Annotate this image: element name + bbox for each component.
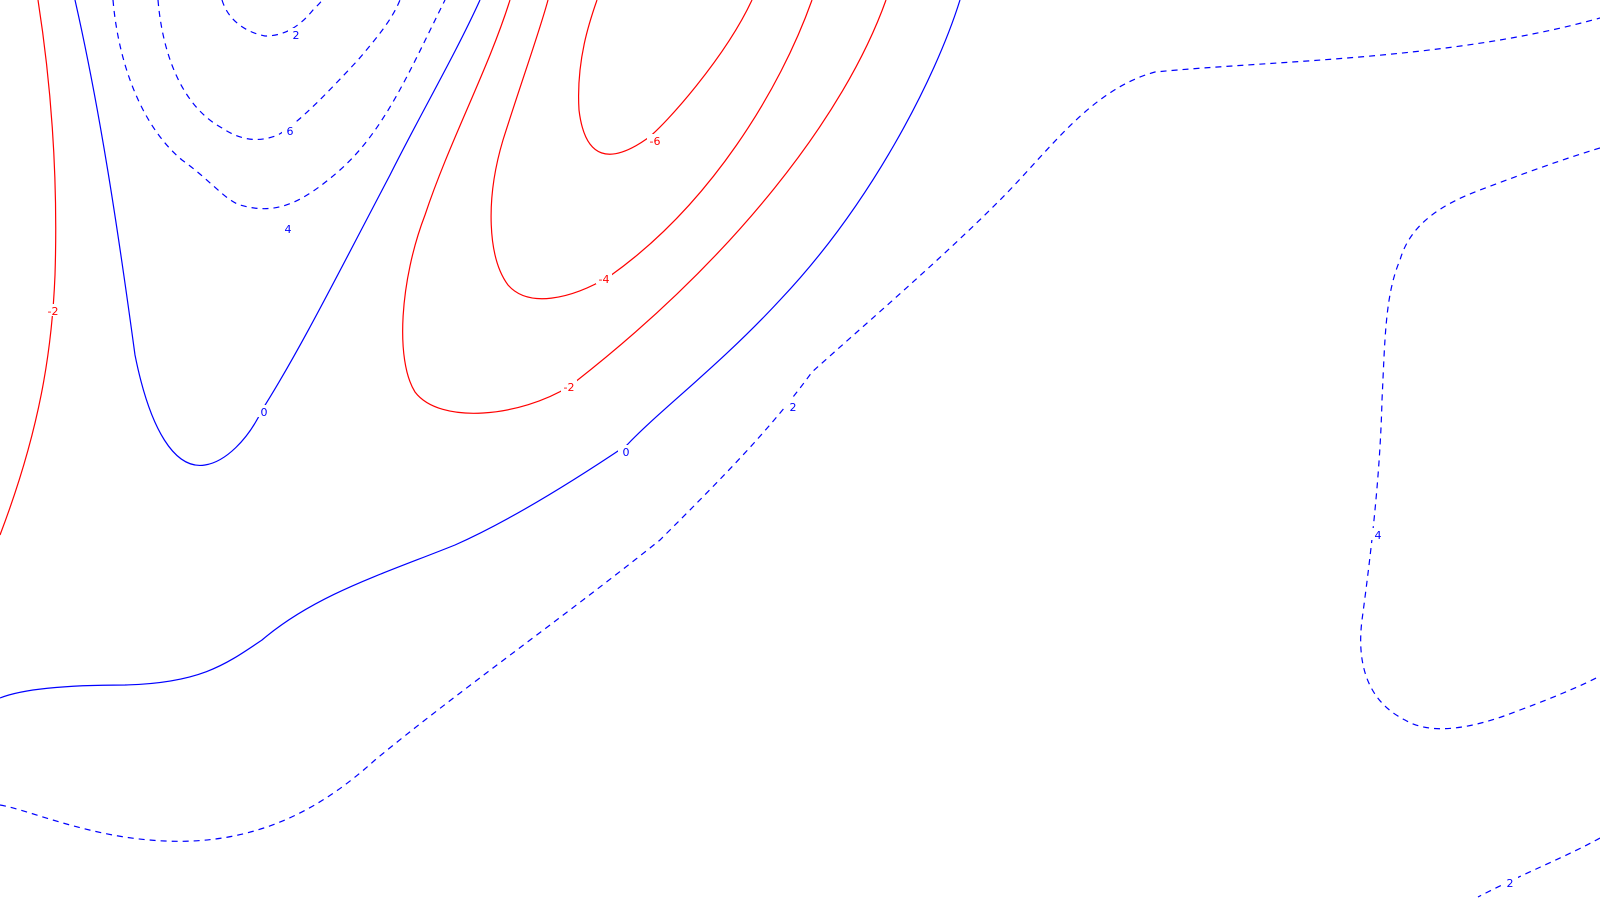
contour-label-gap [256, 405, 272, 417]
contour-labels: -6 -4 -2 -2 0 0 2 4 6 2 4 2 [45, 28, 1518, 890]
contour-label-gap [282, 124, 298, 136]
contour-line-pos2 [1477, 837, 1600, 898]
contour-label-gap [596, 272, 612, 284]
contour-label: -4 [599, 273, 610, 286]
contour-label-gap [561, 380, 577, 392]
contour-label: -2 [48, 305, 59, 318]
contour-label-gap [280, 222, 296, 234]
contour-line-neg6 [577, 0, 753, 155]
contour-line-pos2 [221, 0, 323, 37]
contour-label-gap [45, 304, 61, 316]
contour-label: 2 [790, 401, 797, 414]
contour-line-pos6 [157, 0, 401, 141]
contour-line-pos2 [0, 17, 1600, 842]
contour-line-pos4 [1360, 147, 1600, 730]
contour-line-pos0 [0, 0, 961, 699]
contour-label-gap [647, 134, 663, 146]
contour-label-gap [288, 28, 304, 40]
contour-line-neg2 [402, 0, 887, 414]
contour-line-pos4 [112, 0, 446, 210]
contour-label: 0 [623, 446, 630, 459]
contour-label-gap [618, 445, 634, 457]
contour-label-gap [1370, 528, 1386, 540]
contour-label: 4 [285, 223, 292, 236]
contour-label: 2 [1507, 877, 1514, 890]
contour-label: -2 [564, 381, 575, 394]
contour-line-pos0 [74, 0, 481, 466]
contour-label-gap [1502, 876, 1518, 888]
contour-line-neg2 [0, 0, 57, 536]
contour-label: -6 [650, 135, 661, 148]
contour-line-neg4 [490, 0, 813, 300]
contour-label: 6 [287, 125, 294, 138]
contour-label: 4 [1375, 529, 1382, 542]
contour-label: 2 [293, 29, 300, 42]
contour-label-gap [785, 400, 801, 412]
contour-label: 0 [261, 406, 268, 419]
